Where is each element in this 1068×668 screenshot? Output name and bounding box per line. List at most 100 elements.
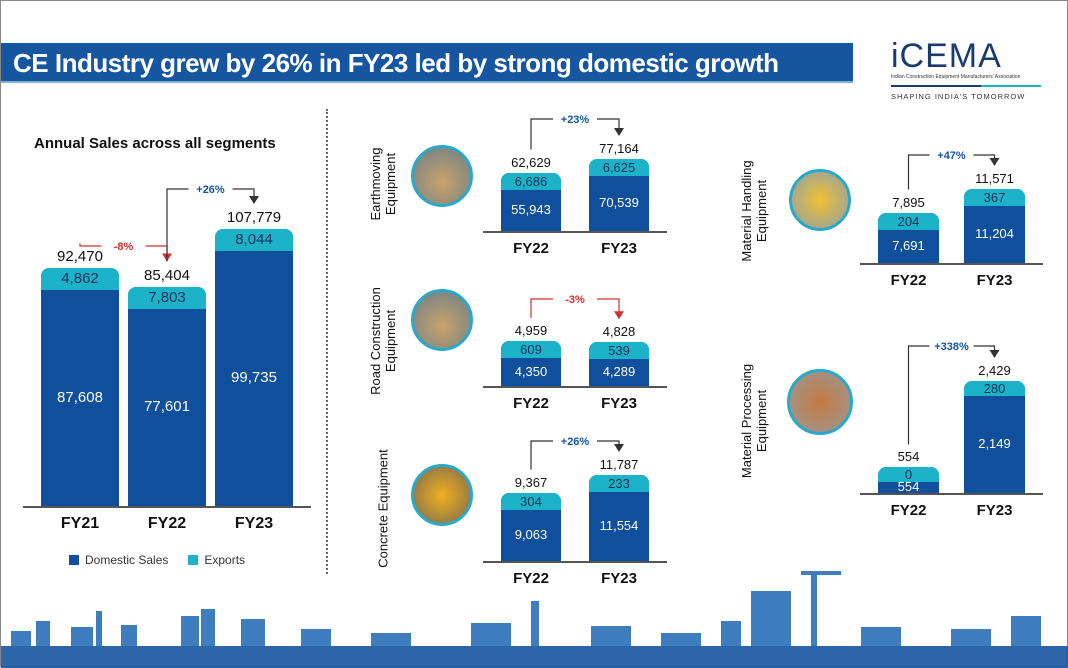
- logo-tagline: SHAPING INDIA'S TOMORROW: [891, 92, 1026, 101]
- logo-subtitle: Indian Construction Equipment Manufactur…: [891, 74, 1021, 80]
- change-label: +23%: [561, 114, 590, 126]
- total-label: 7,895: [892, 194, 925, 210]
- export-segment: 6,686: [501, 172, 561, 190]
- change-label: -3%: [565, 294, 585, 306]
- domestic-segment-label: 2,149: [978, 436, 1011, 451]
- change-label-bg: [553, 112, 597, 126]
- category-label: FY21: [60, 515, 100, 532]
- category-label: FY22: [147, 515, 187, 532]
- category-label: FY23: [601, 240, 637, 257]
- total-label: 4,959: [514, 323, 548, 338]
- domestic-segment-label: 87,608: [57, 388, 103, 406]
- bar-fy22: 7,803 77,601: [128, 286, 206, 506]
- bar-fy22: 204 7,691: [878, 212, 939, 263]
- domestic-segment-label: 55,943: [511, 201, 551, 217]
- legend-domestic: Domestic Sales: [69, 553, 168, 567]
- domestic-segment-label: 7,691: [892, 237, 925, 253]
- category-label: FY22: [890, 502, 927, 519]
- total-label: 92,470: [57, 248, 103, 266]
- category-label: FY22: [513, 395, 549, 412]
- change-label: +47%: [937, 150, 966, 162]
- category-label: FY22: [513, 570, 549, 587]
- change-label: -8%: [114, 241, 134, 253]
- bar-fy23: 233 11,554: [589, 475, 649, 561]
- category-label: FY22: [513, 240, 549, 257]
- category-label: FY22: [890, 272, 927, 289]
- domestic-segment-label: 4,350: [514, 363, 548, 379]
- total-label: 11,571: [975, 171, 1014, 186]
- domestic-segment-label: 11,204: [975, 226, 1014, 241]
- x-axis: [23, 506, 311, 508]
- category-label: FY23: [976, 272, 1013, 289]
- arrow-down-icon: [614, 444, 624, 452]
- page-title: CE Industry grew by 26% in FY23 led by s…: [13, 48, 779, 78]
- total-label: 85,404: [144, 266, 190, 284]
- change-label-bg: [553, 434, 597, 448]
- bar-fy23: 280 2,149: [964, 381, 1025, 493]
- total-label: 4,828: [602, 324, 636, 340]
- legend-label: Domestic Sales: [85, 553, 169, 567]
- change-label: +26%: [561, 436, 590, 448]
- export-segment: 0: [878, 467, 939, 483]
- excavator-image: [411, 145, 473, 207]
- bar-fy23: 367 11,204: [964, 189, 1025, 263]
- legend-exports: Exports: [188, 553, 245, 567]
- title-banner: CE Industry grew by 26% in FY23 led by s…: [1, 43, 853, 83]
- arrow-down-icon: [614, 311, 624, 320]
- arrow-down-icon: [614, 128, 624, 136]
- bar-fy22: 304 9,063: [501, 492, 561, 561]
- category-label: FY23: [234, 515, 274, 532]
- road-roller-image: [411, 289, 473, 351]
- domestic-segment-label: 554: [897, 479, 920, 493]
- legend: Domestic Sales Exports: [69, 553, 245, 567]
- export-segment: 4,862: [41, 268, 119, 291]
- total-label: 62,629: [511, 154, 551, 170]
- category-label: FY23: [601, 395, 637, 412]
- concrete-mixer-image: [411, 464, 473, 526]
- bar-fy23: 8,044 99,735: [215, 229, 293, 506]
- x-axis: [860, 493, 1043, 495]
- domestic-segment-label: 11,554: [599, 518, 639, 533]
- total-label: 77,164: [599, 141, 639, 156]
- change-label-bg: [929, 148, 974, 162]
- icema-logo: iCEMA Indian Construction Equipment Manu…: [891, 39, 1041, 101]
- x-axis: [483, 561, 667, 563]
- crane-image: [789, 169, 851, 231]
- main-chart-title: Annual Sales across all segments: [34, 135, 276, 152]
- legend-swatch-exports: [188, 555, 199, 565]
- bar-fy23: 539 4,289: [589, 342, 649, 386]
- x-axis: [483, 231, 667, 233]
- x-axis: [860, 263, 1043, 265]
- category-label: FY23: [601, 570, 637, 587]
- logo-rule: [891, 85, 1041, 87]
- total-label: 2,429: [978, 363, 1011, 378]
- legend-label: Exports: [204, 553, 246, 567]
- x-axis: [483, 386, 667, 388]
- change-label: +338%: [934, 341, 969, 353]
- change-bracket: [907, 345, 996, 445]
- category-label: FY23: [976, 502, 1013, 519]
- domestic-segment-label: 99,735: [231, 369, 277, 386]
- arrow-down-icon: [989, 350, 1000, 358]
- total-label: 554: [897, 449, 920, 465]
- export-segment: 7,803: [128, 286, 206, 309]
- crusher-image: [787, 369, 853, 435]
- export-segment: 609: [501, 341, 561, 358]
- divider: [326, 109, 328, 574]
- domestic-segment-label: 4,289: [602, 364, 636, 380]
- total-label: 11,787: [599, 457, 639, 472]
- export-segment: 304: [501, 492, 561, 510]
- export-segment: 204: [878, 212, 939, 230]
- change-label-bg: [553, 292, 597, 306]
- arrow-down-icon: [989, 158, 1000, 166]
- export-segment: 6,625: [589, 159, 649, 176]
- total-label: 107,779: [226, 209, 282, 226]
- bar-fy22: 0 554: [878, 467, 939, 493]
- change-label-bg: [929, 339, 974, 353]
- logo-wordmark: iCEMA: [891, 37, 1002, 75]
- change-label: +26%: [196, 184, 225, 196]
- change-bracket: [166, 188, 255, 262]
- export-segment: 367: [964, 189, 1025, 206]
- legend-swatch-domestic: [69, 555, 79, 565]
- export-segment: 233: [589, 475, 649, 492]
